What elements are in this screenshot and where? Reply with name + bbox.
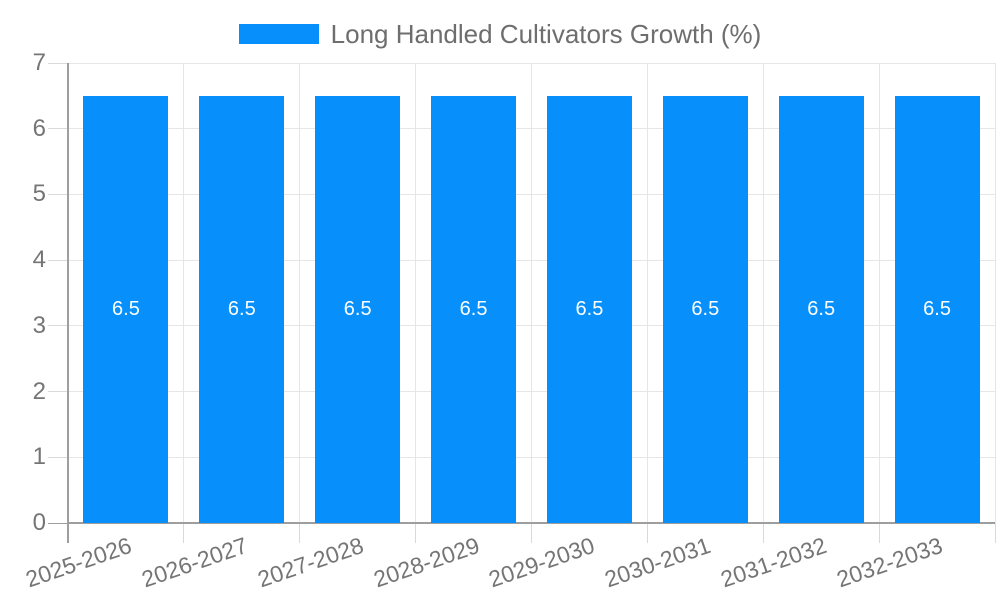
x-axis-tick — [415, 523, 417, 543]
legend-swatch — [238, 24, 319, 44]
bar-value-label: 6.5 — [343, 298, 372, 321]
gridline-vertical — [183, 63, 185, 523]
x-axis-tick — [646, 523, 648, 543]
y-axis-tick — [48, 259, 68, 261]
x-axis-tick — [878, 523, 880, 543]
y-axis-label: 6 — [32, 114, 46, 142]
y-axis-label: 7 — [32, 49, 46, 76]
bar[interactable] — [431, 95, 517, 523]
bar[interactable] — [894, 95, 980, 523]
bar[interactable] — [199, 95, 285, 523]
y-axis-label: 1 — [32, 443, 46, 471]
bar[interactable] — [546, 95, 632, 523]
gridline-vertical — [762, 63, 764, 523]
x-axis-tick — [299, 523, 301, 543]
x-axis-tick — [183, 523, 185, 543]
legend-label: Long Handled Cultivators Growth (%) — [330, 19, 762, 49]
y-axis-tick — [48, 128, 68, 130]
y-axis-tick — [48, 456, 68, 458]
bar[interactable] — [778, 95, 864, 523]
y-axis-tick — [48, 522, 68, 524]
y-axis-label: 5 — [32, 180, 46, 208]
x-axis-line — [68, 522, 995, 524]
y-axis-label: 3 — [32, 311, 46, 339]
x-axis-tick — [994, 523, 996, 543]
bar-value-label: 6.5 — [112, 298, 140, 321]
legend-item[interactable]: Long Handled Cultivators Growth (%) — [0, 19, 1000, 49]
y-axis-label: 0 — [32, 509, 46, 536]
y-axis-label: 2 — [32, 377, 46, 405]
bar[interactable] — [315, 95, 401, 523]
bar-value-label: 6.5 — [459, 298, 488, 321]
bar-value-label: 6.5 — [923, 298, 951, 321]
gridline-vertical — [646, 63, 648, 523]
gridline-vertical — [531, 63, 532, 523]
y-axis-line — [67, 63, 69, 543]
bar-value-label: 6.5 — [807, 298, 836, 321]
bar-value-label: 6.5 — [575, 298, 604, 321]
gridline-vertical — [994, 63, 996, 523]
bar[interactable] — [83, 95, 169, 523]
y-axis-tick — [48, 325, 68, 327]
y-axis-tick — [48, 193, 68, 195]
y-axis-tick — [48, 391, 68, 393]
gridline-vertical — [878, 63, 880, 523]
bar[interactable] — [662, 95, 748, 523]
y-axis-label: 4 — [32, 246, 46, 274]
y-axis-tick — [48, 62, 68, 64]
gridline-vertical — [415, 63, 417, 523]
bar-value-label: 6.5 — [691, 298, 720, 321]
x-axis-tick — [531, 523, 532, 543]
x-axis-tick — [762, 523, 764, 543]
bar-value-label: 6.5 — [227, 298, 256, 321]
gridline-vertical — [299, 63, 301, 523]
